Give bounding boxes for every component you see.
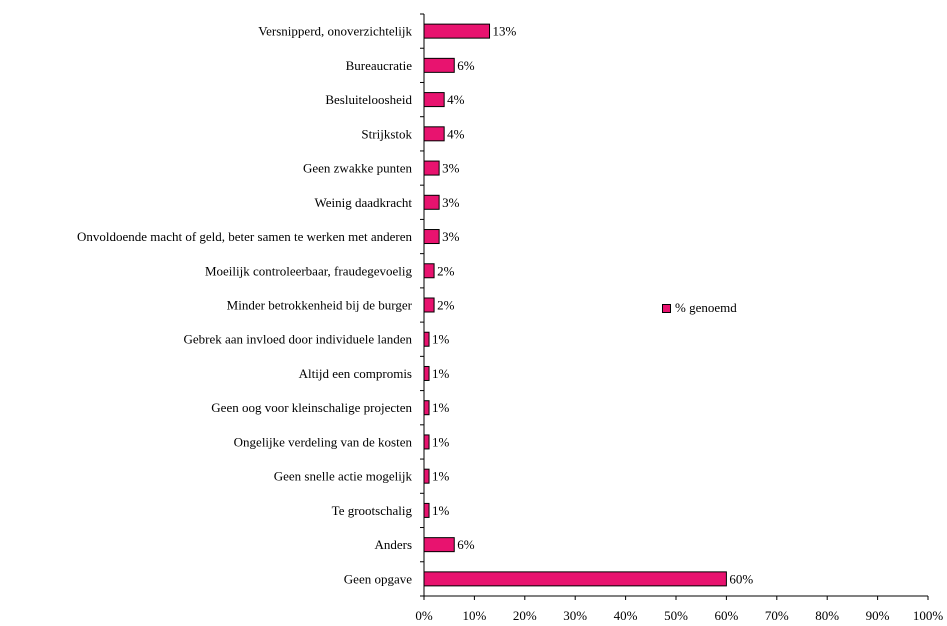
bar [423,57,455,73]
value-tick-label: 0% [415,608,433,623]
category-label: Altijd een compromis [299,366,412,381]
value-tick-label: 50% [664,608,688,623]
category-label: Besluiteloosheid [325,92,412,107]
value-tick-label: 90% [866,608,890,623]
data-label: 2% [437,298,455,313]
value-tick-label: 10% [462,608,486,623]
bar [423,537,455,553]
data-label: 6% [457,58,475,73]
bar [423,365,430,381]
bar [423,571,727,587]
data-label: 1% [432,503,450,518]
bar [423,502,430,518]
category-label: Anders [374,537,412,552]
category-label: Onvoldoende macht of geld, beter samen t… [77,229,412,244]
data-label: 1% [432,366,450,381]
bar [423,434,430,450]
bar [423,297,435,313]
data-label: 4% [447,126,465,141]
value-tick-label: 20% [513,608,537,623]
category-label: Moeilijk controleerbaar, fraudegevoelig [205,263,413,278]
legend-swatch [662,303,671,313]
category-label: Geen zwakke punten [303,161,413,176]
bar [423,468,430,484]
data-label: 3% [442,195,460,210]
category-label: Te grootschalig [332,503,413,518]
data-label: 4% [447,92,465,107]
value-tick-label: 60% [714,608,738,623]
data-label: 6% [457,537,475,552]
category-label: Gebrek aan invloed door individuele land… [183,332,412,347]
bar [423,23,491,39]
category-label: Geen opgave [344,571,412,586]
bar [423,160,440,176]
data-label: 13% [493,24,517,39]
category-label: Geen snelle actie mogelijk [274,469,413,484]
legend: % genoemd [662,300,737,316]
bar [423,331,430,347]
value-tick-label: 30% [563,608,587,623]
legend-label: % genoemd [675,300,737,315]
value-tick-label: 80% [815,608,839,623]
data-label: 1% [432,332,450,347]
category-label: Weinig daadkracht [315,195,413,210]
category-label: Ongelijke verdeling van de kosten [234,434,413,449]
bar [423,92,445,108]
data-label: 3% [442,161,460,176]
bar [423,263,435,279]
value-tick-label: 100% [913,608,944,623]
data-label: 1% [432,434,450,449]
bar [423,400,430,416]
bar [423,126,445,142]
category-label: Minder betrokkenheid bij de burger [227,298,413,313]
category-label: Geen oog voor kleinschalige projecten [211,400,412,415]
value-tick-label: 40% [614,608,638,623]
category-label: Strijkstok [361,126,412,141]
bar [423,194,440,210]
data-label: 1% [432,469,450,484]
data-label: 3% [442,229,460,244]
data-label: 1% [432,400,450,415]
data-label: 2% [437,263,455,278]
data-label: 60% [729,571,753,586]
value-tick-label: 70% [765,608,789,623]
bar [423,229,440,245]
category-label: Versnipperd, onoverzichtelijk [258,24,412,39]
category-label: Bureaucratie [346,58,413,73]
